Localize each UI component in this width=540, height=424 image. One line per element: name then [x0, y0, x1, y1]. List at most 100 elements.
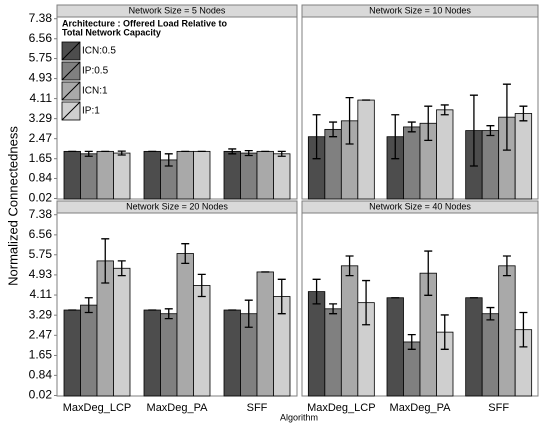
bar — [63, 309, 81, 397]
bar — [80, 304, 98, 397]
error-bar — [329, 121, 338, 138]
error-bar — [312, 114, 321, 160]
strip — [301, 4, 539, 18]
legend-label: IP:0.5 — [82, 66, 109, 77]
y-tick-label: 5.75 — [29, 51, 53, 65]
legend-key-slash — [61, 61, 81, 81]
bar — [80, 153, 98, 200]
error-bar — [407, 121, 416, 133]
error-bar — [244, 299, 253, 328]
error-bar — [117, 260, 126, 277]
error-bar — [117, 150, 126, 156]
y-tick-label: 3.29 — [29, 307, 53, 321]
bar — [386, 297, 404, 397]
bar — [403, 341, 421, 397]
bar — [240, 152, 258, 200]
error-bar — [391, 114, 400, 160]
error-bar — [277, 150, 286, 157]
bar — [403, 126, 421, 200]
y-tick-label: 3.29 — [29, 111, 53, 125]
bar — [465, 297, 483, 397]
bar — [193, 150, 211, 200]
y-tick-label: 6.56 — [29, 227, 53, 241]
y-tick-label: 2.47 — [29, 131, 53, 145]
bar — [481, 130, 500, 200]
bar — [223, 150, 241, 200]
y-tick-label: 1.65 — [29, 151, 53, 165]
bar — [113, 267, 131, 397]
x-tick-label: MaxDeg_PA — [147, 402, 209, 414]
error-bar — [519, 105, 528, 122]
error-bar — [502, 255, 511, 277]
error-bar — [329, 303, 338, 315]
strip-label: Network Size = 5 Nodes — [129, 5, 226, 15]
bar — [307, 291, 326, 397]
y-tick-label: 4.93 — [29, 267, 53, 281]
bar — [160, 313, 178, 397]
y-tick-label: 7.38 — [29, 207, 53, 221]
legend-key-slash — [61, 101, 81, 121]
error-bar — [197, 273, 206, 298]
error-bar — [345, 255, 354, 277]
y-tick-label: 5.75 — [29, 247, 53, 261]
strip-label: Network Size = 20 Nodes — [126, 201, 228, 211]
y-axis-label: Normalized Connectedness — [5, 126, 20, 286]
bar — [256, 150, 274, 200]
strip — [56, 4, 298, 18]
error-bar — [228, 148, 237, 155]
error-bar — [362, 279, 371, 326]
y-tick-label: 2.47 — [29, 327, 53, 341]
x-tick-label: SFF — [488, 402, 509, 414]
bar — [273, 153, 291, 200]
error-bar — [312, 278, 321, 305]
legend-title: Total Network Capacity — [62, 27, 161, 37]
error-bar — [440, 104, 449, 116]
error-bar — [502, 83, 511, 151]
bar — [223, 309, 241, 397]
error-bar — [440, 314, 449, 350]
legend-key-slash — [61, 41, 81, 61]
bar — [481, 313, 500, 397]
x-tick-label: MaxDeg_PA — [390, 402, 452, 414]
strip — [56, 200, 298, 214]
legend-key-slash — [61, 81, 81, 101]
bar — [256, 271, 274, 397]
error-bar — [519, 311, 528, 348]
y-tick-label: 4.11 — [30, 287, 53, 301]
error-bar — [84, 297, 93, 314]
bar — [324, 308, 342, 397]
error-bar — [469, 94, 478, 167]
error-bar — [164, 308, 173, 320]
bar — [514, 113, 533, 200]
error-bar — [84, 150, 93, 157]
error-bar — [277, 278, 286, 315]
error-bar — [181, 243, 190, 265]
y-tick-label: 4.11 — [30, 91, 53, 105]
bar — [113, 152, 131, 200]
bar — [176, 253, 194, 397]
legend-label: IP:1 — [82, 106, 100, 117]
bar — [340, 265, 359, 397]
x-tick-label: SFF — [247, 402, 268, 414]
strip-label: Network Size = 40 Nodes — [369, 201, 471, 211]
x-tick-label: MaxDeg_LCP — [63, 402, 131, 414]
y-tick-label: 1.65 — [29, 348, 53, 362]
y-tick-label: 0.84 — [29, 368, 53, 382]
bar — [357, 99, 375, 200]
strip-label: Network Size = 10 Nodes — [369, 5, 471, 15]
bar — [436, 109, 454, 200]
y-tick-label: 0.84 — [29, 171, 53, 185]
error-bar — [101, 238, 110, 284]
bar — [176, 150, 194, 200]
legend-title: Architecture : Offered Load Relative to — [62, 18, 228, 28]
error-bar — [164, 153, 173, 167]
error-bar — [244, 149, 253, 157]
bar — [143, 150, 161, 200]
error-bar — [486, 306, 495, 321]
bar — [96, 150, 114, 200]
y-tick-label: 4.93 — [29, 71, 53, 85]
error-bar — [424, 250, 433, 296]
strip — [301, 200, 539, 214]
bar — [193, 285, 211, 397]
